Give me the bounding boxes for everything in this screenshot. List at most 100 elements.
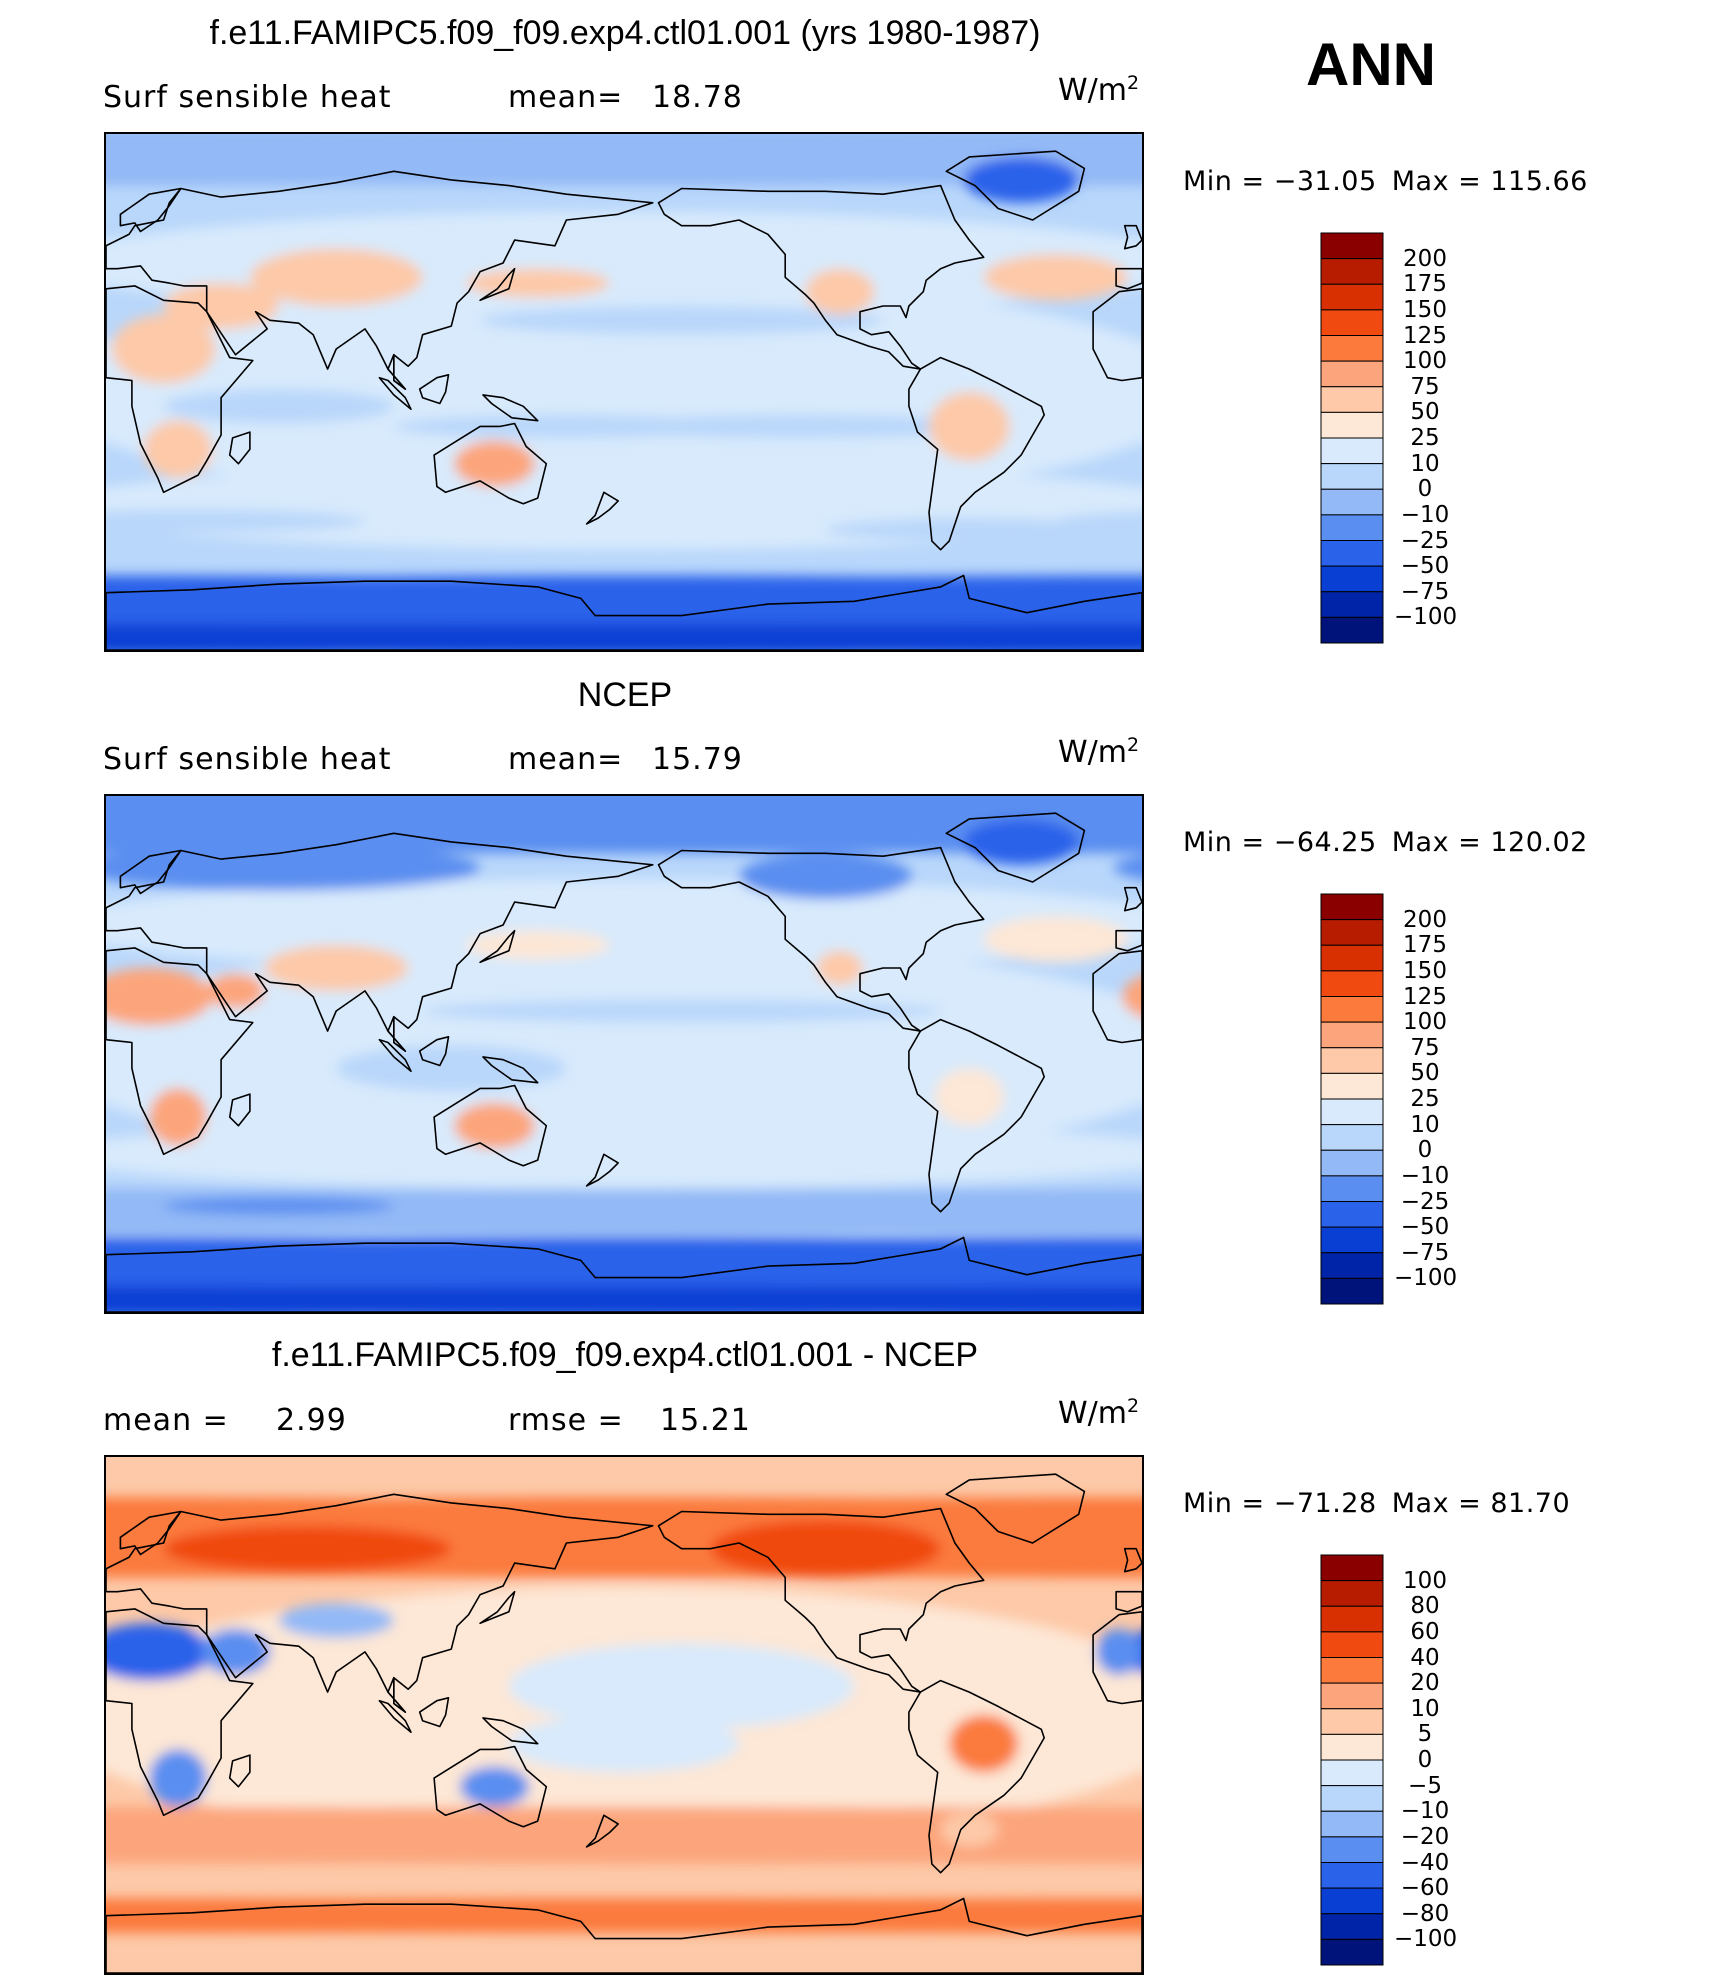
- panel2-mean-value: 15.79: [652, 742, 743, 777]
- field-contour: [106, 1900, 624, 1931]
- panel3-min-value: −71.28: [1273, 1488, 1377, 1519]
- colorbar-tick-label: 50: [1410, 399, 1440, 426]
- field-contour: [1084, 1139, 1142, 1170]
- colorbar-box: [1320, 1580, 1384, 1607]
- colorbar-box: [1320, 540, 1384, 567]
- field-contour: [106, 240, 164, 286]
- field-contour: [163, 389, 394, 424]
- field-contour: [106, 134, 624, 182]
- field-contour: [106, 1139, 164, 1170]
- colorbar-box: [1320, 944, 1384, 972]
- colorbar-tick-label: −25: [1400, 527, 1450, 554]
- colorbar-tick-label: −50: [1400, 1214, 1450, 1241]
- colorbar-box: [1320, 1887, 1384, 1915]
- coastline-africa: [106, 285, 254, 494]
- colorbar-box: [1320, 232, 1384, 260]
- panel2-min-value: −64.25: [1273, 827, 1377, 858]
- colorbar-tick-label: −75: [1400, 578, 1450, 605]
- field-contour: [454, 1102, 535, 1149]
- panel3-map: [104, 1455, 1144, 1975]
- colorbar-tick-label: −10: [1400, 1798, 1450, 1825]
- panel2-colorbar-svg: [1320, 893, 1384, 1305]
- coastline-antarctica: [106, 1236, 1142, 1312]
- colorbar-tick-label: −50: [1400, 553, 1450, 580]
- panel3-min-label: Min =: [1183, 1488, 1265, 1519]
- colorbar-box: [1320, 335, 1384, 362]
- coastline-borneo: [418, 374, 450, 405]
- field-contour: [934, 1068, 1004, 1126]
- field-contour: [336, 1045, 567, 1092]
- field-contour: [624, 1288, 1142, 1312]
- colorbar-box: [1320, 488, 1384, 516]
- field-contour: [106, 1623, 213, 1681]
- field-contour: [624, 1191, 1142, 1232]
- colorbar-tick-label: 175: [1403, 271, 1447, 298]
- panel3-minmax: Min = −71.28 Max = 81.70: [1183, 1488, 1570, 1519]
- field-contour: [149, 1749, 207, 1807]
- colorbar-box: [1320, 1252, 1384, 1279]
- field-contour: [106, 905, 164, 945]
- colorbar-box: [1320, 970, 1384, 997]
- panel3-max-label: Max =: [1391, 1488, 1482, 1519]
- panel1-colorbar: [1320, 232, 1384, 644]
- panel2-variable: Surf sensible heat: [103, 742, 392, 777]
- coastline-australia: [433, 1745, 548, 1828]
- panel2-max-label: Max =: [1391, 827, 1482, 858]
- field-contour: [106, 1288, 624, 1312]
- coastline-africaW: [1092, 1611, 1142, 1705]
- panel1-title: f.e11.FAMIPC5.f09_f09.exp4.ctl01.001 (yr…: [209, 14, 1041, 52]
- colorbar-box: [1320, 996, 1384, 1023]
- coastline-eurasia: [106, 1493, 654, 1713]
- coastline-indochinaPen: [387, 353, 407, 390]
- colorbar-tick-label: 75: [1410, 1034, 1440, 1061]
- field-contour: [1121, 975, 1142, 1018]
- field-contour: [106, 1119, 1142, 1189]
- colorbar-box: [1320, 1631, 1384, 1658]
- coastline-africa: [106, 947, 254, 1156]
- colorbar-tick-label: −5: [1408, 1772, 1442, 1799]
- panel3-title: f.e11.FAMIPC5.f09_f09.exp4.ctl01.001 - N…: [271, 1336, 979, 1374]
- field-contour: [106, 1004, 164, 1104]
- coastline-madagascar: [228, 1754, 251, 1788]
- panel3-rmse-value: 15.21: [660, 1403, 751, 1438]
- colorbar-box: [1320, 1733, 1384, 1761]
- coastline-nz: [585, 1153, 619, 1187]
- coastline-nz: [585, 1814, 619, 1848]
- colorbar-tick-label: 0: [1417, 476, 1433, 503]
- coastlines: [106, 1473, 1142, 1973]
- field-contour: [983, 254, 1128, 301]
- coastline-japan: [479, 1590, 516, 1625]
- map-field: [106, 796, 1142, 1312]
- panel2-units-exp: 2: [1127, 734, 1140, 756]
- coastline-iberia: [1115, 929, 1142, 952]
- colorbar-box: [1320, 283, 1384, 311]
- coastline-antarctica: [106, 1897, 1142, 1973]
- field-contour: [1084, 342, 1142, 442]
- coastline-scand: [119, 849, 182, 895]
- colorbar-tick-label: −100: [1394, 1926, 1458, 1953]
- colorbar-box: [1320, 1047, 1384, 1074]
- panel1-units: W/m2: [1058, 72, 1139, 108]
- field-contour: [739, 853, 912, 900]
- panel3-colorbar: [1320, 1554, 1384, 1966]
- panel1-mean-label: mean=: [508, 80, 624, 115]
- panel1-min-value: −31.05: [1273, 166, 1377, 197]
- coastline-africa: [106, 1608, 254, 1817]
- coastline-australia: [433, 1084, 548, 1167]
- coastline-iberia: [1115, 1590, 1142, 1613]
- colorbar-tick-label: −75: [1400, 1239, 1450, 1266]
- colorbar-box: [1320, 1175, 1384, 1202]
- colorbar-box: [1320, 411, 1384, 439]
- field-contour: [454, 440, 535, 487]
- colorbar-box: [1320, 1098, 1384, 1126]
- coastline-madagascar: [228, 1093, 251, 1127]
- coastline-newguinea: [482, 394, 539, 422]
- colorbar-box: [1320, 1862, 1384, 1889]
- colorbar-tick-label: 75: [1410, 373, 1440, 400]
- coastline-samerica: [908, 1679, 1045, 1874]
- colorbar-box: [1320, 463, 1384, 490]
- coastline-newguinea: [482, 1717, 539, 1745]
- field-contour: [595, 414, 999, 438]
- field-contour: [106, 277, 1142, 507]
- colorbar-tick-label: 100: [1403, 348, 1447, 375]
